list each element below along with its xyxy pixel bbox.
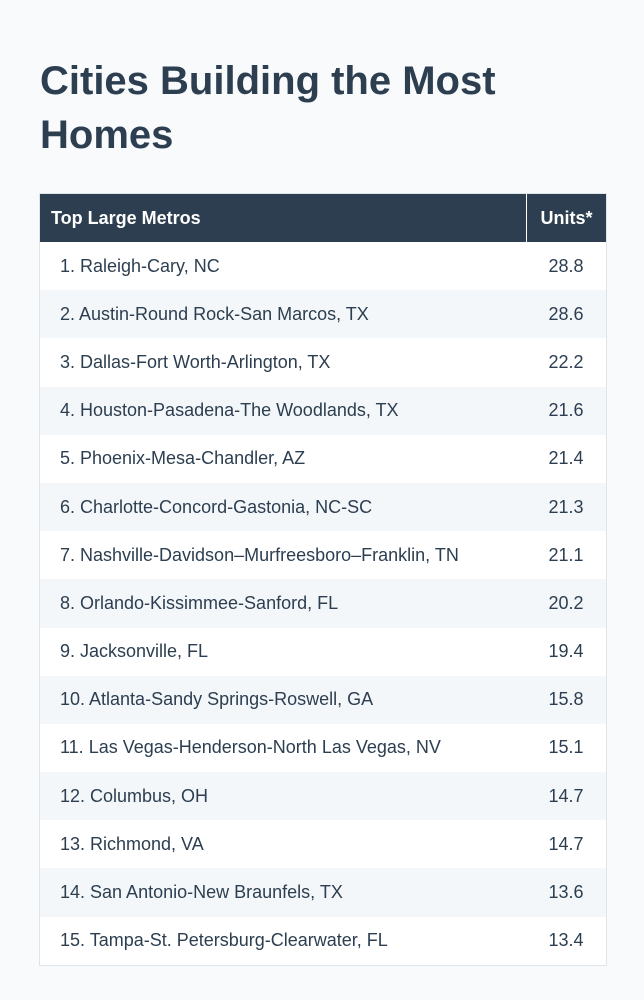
metro-name: 1. Raleigh-Cary, NC <box>60 255 220 276</box>
units-value: 13.4 <box>548 930 584 951</box>
metro-name: 14. San Antonio-New Braunfels, TX <box>60 882 343 903</box>
units-value: 21.6 <box>548 400 584 421</box>
table-row: 6. Charlotte-Concord-Gastonia, NC-SC 21.… <box>40 482 606 532</box>
units-value: 21.4 <box>548 448 584 469</box>
table-row: 3. Dallas-Fort Worth-Arlington, TX 22.2 <box>40 338 606 387</box>
table-row: 11. Las Vegas-Henderson-North Las Vegas,… <box>40 723 606 773</box>
table-header: Top Large Metros Units* <box>40 194 606 242</box>
metro-name: 7. Nashville-Davidson–Murfreesboro–Frank… <box>60 544 459 565</box>
table-row: 2. Austin-Round Rock-San Marcos, TX 28.6 <box>40 290 606 339</box>
metro-name: 6. Charlotte-Concord-Gastonia, NC-SC <box>60 496 373 517</box>
table-row: 7. Nashville-Davidson–Murfreesboro–Frank… <box>40 531 606 580</box>
units-value: 15.1 <box>548 737 584 758</box>
table-row: 1. Raleigh-Cary, NC 28.8 <box>40 242 606 291</box>
metro-name: 11. Las Vegas-Henderson-North Las Vegas,… <box>60 737 441 758</box>
units-value: 28.6 <box>548 303 584 324</box>
page-title: Cities Building the Most Homes <box>40 59 496 157</box>
metro-name: 10. Atlanta-Sandy Springs-Roswell, GA <box>60 689 374 710</box>
metro-name: 12. Columbus, OH <box>60 785 209 806</box>
metro-name: 13. Richmond, VA <box>60 833 204 854</box>
units-value: 19.4 <box>548 641 584 662</box>
units-value: 13.6 <box>548 882 584 903</box>
table-row: 14. San Antonio-New Braunfels, TX 13.6 <box>40 868 606 917</box>
column-header-metros: Top Large Metros <box>40 194 527 242</box>
metro-name: 2. Austin-Round Rock-San Marcos, TX <box>60 303 369 324</box>
metro-name: 15. Tampa-St. Petersburg-Clearwater, FL <box>60 930 388 951</box>
units-value: 20.2 <box>548 592 584 613</box>
metro-name: 9. Jacksonville, FL <box>60 641 209 662</box>
units-value: 14.7 <box>548 785 584 806</box>
units-value: 22.2 <box>548 351 584 372</box>
table-row: 8. Orlando-Kissimmee-Sanford, FL 20.2 <box>40 579 606 628</box>
metro-name: 8. Orlando-Kissimmee-Sanford, FL <box>60 592 339 613</box>
table-row: 13. Richmond, VA 14.7 <box>40 820 606 869</box>
table-row: 15. Tampa-St. Petersburg-Clearwater, FL … <box>40 916 606 965</box>
table-row: 9. Jacksonville, FL 19.4 <box>40 627 606 676</box>
table-row: 4. Houston-Pasadena-The Woodlands, TX 21… <box>40 386 606 435</box>
units-value: 28.8 <box>548 255 584 276</box>
metro-name: 3. Dallas-Fort Worth-Arlington, TX <box>60 351 331 372</box>
units-value: 21.3 <box>548 496 584 517</box>
metro-name: 4. Houston-Pasadena-The Woodlands, TX <box>60 400 399 421</box>
table-row: 12. Columbus, OH 14.7 <box>40 772 606 821</box>
table-row: 5. Phoenix-Mesa-Chandler, AZ 21.4 <box>40 434 606 483</box>
table-body: 1. Raleigh-Cary, NC 28.8 2. Austin-Round… <box>40 242 606 965</box>
column-header-units: Units* <box>540 207 593 228</box>
units-value: 21.1 <box>548 544 584 565</box>
units-value: 14.7 <box>548 833 584 854</box>
metro-name: 5. Phoenix-Mesa-Chandler, AZ <box>60 448 306 469</box>
table-row: 10. Atlanta-Sandy Springs-Roswell, GA 15… <box>40 675 606 724</box>
metros-table: Top Large Metros Units* 1. Raleigh-Cary,… <box>39 193 607 966</box>
units-value: 15.8 <box>548 689 584 710</box>
